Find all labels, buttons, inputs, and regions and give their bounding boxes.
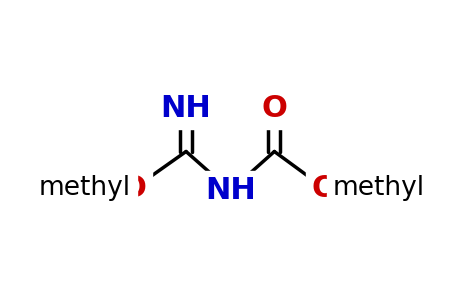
- Text: NH: NH: [205, 176, 256, 205]
- Text: methyl: methyl: [333, 176, 425, 202]
- Text: NH: NH: [161, 94, 212, 123]
- Text: O: O: [261, 94, 287, 123]
- Text: methyl: methyl: [39, 176, 131, 202]
- Text: O: O: [312, 174, 338, 203]
- Text: O: O: [121, 174, 147, 203]
